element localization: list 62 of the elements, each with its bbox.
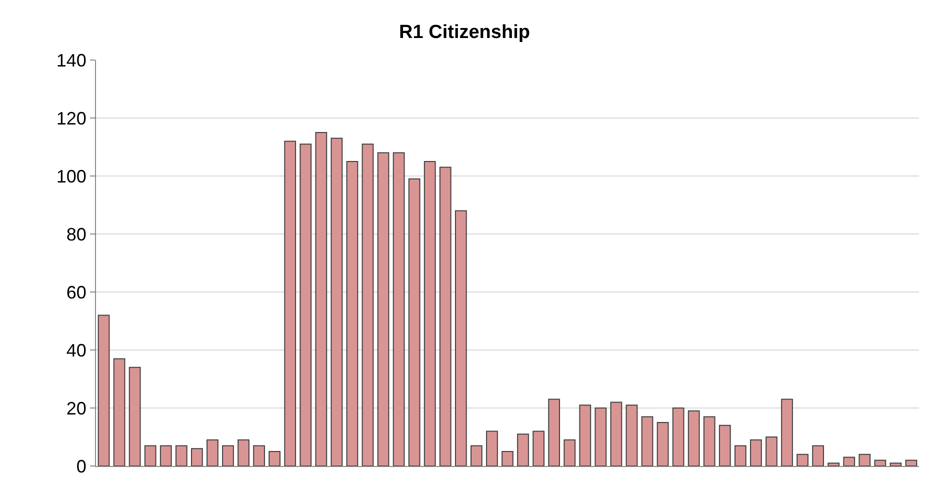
bar — [377, 152, 390, 466]
bar — [253, 445, 265, 466]
bar — [688, 410, 700, 466]
bar — [858, 454, 871, 466]
bar — [268, 451, 281, 466]
bar — [98, 314, 110, 466]
bar — [315, 132, 328, 466]
bar — [330, 138, 343, 466]
bar — [439, 166, 452, 466]
bar — [175, 445, 188, 466]
y-tick-label: 100 — [56, 166, 86, 186]
bar — [874, 460, 886, 466]
bar — [300, 144, 312, 466]
bar — [517, 434, 529, 466]
bar — [222, 445, 234, 466]
y-tick-label: 80 — [66, 224, 86, 244]
bar — [532, 430, 544, 466]
bar — [206, 439, 218, 466]
bar — [796, 454, 808, 466]
y-tick-label: 60 — [66, 282, 86, 302]
y-tick-label: 20 — [66, 398, 86, 418]
bar — [408, 178, 420, 466]
bar — [594, 408, 607, 466]
bar — [579, 404, 592, 466]
bar — [781, 398, 793, 466]
bar — [144, 445, 156, 466]
bar — [750, 439, 762, 466]
bar — [424, 161, 436, 466]
bar — [502, 451, 514, 466]
bar — [238, 439, 250, 466]
y-tick-label: 0 — [76, 456, 86, 476]
bar — [610, 402, 622, 466]
bar — [718, 424, 731, 466]
bar — [470, 445, 482, 466]
bar — [564, 439, 576, 466]
bar — [346, 161, 358, 466]
bar — [905, 460, 918, 466]
bar — [890, 462, 902, 466]
bar — [812, 445, 824, 466]
bar — [703, 416, 716, 466]
bar — [828, 462, 840, 466]
bar — [734, 445, 746, 466]
bar — [113, 358, 126, 466]
chart-title: R1 Citizenship — [399, 22, 530, 44]
bar — [672, 408, 684, 466]
bar — [548, 398, 560, 466]
y-tick-label: 120 — [56, 108, 86, 128]
bar — [191, 448, 203, 466]
bar — [284, 140, 296, 466]
y-tick-label: 140 — [56, 50, 86, 70]
bar — [766, 436, 778, 466]
bar — [843, 456, 856, 466]
bar — [656, 422, 669, 466]
bar — [486, 430, 498, 466]
bar — [362, 144, 374, 466]
y-tick-label: 40 — [66, 340, 86, 360]
bar — [128, 366, 141, 466]
bar — [392, 152, 405, 466]
bar — [626, 404, 638, 466]
bar — [641, 416, 654, 466]
bar — [160, 445, 172, 466]
bar — [454, 210, 467, 466]
